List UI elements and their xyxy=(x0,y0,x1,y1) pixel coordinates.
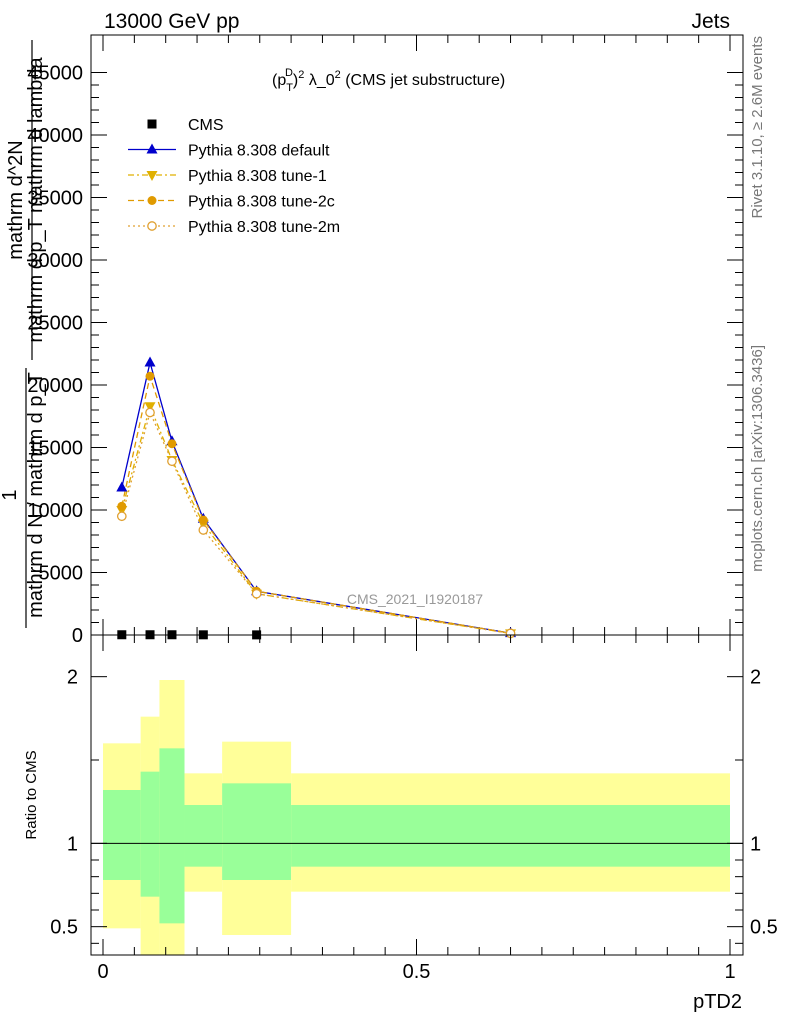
main-series-lines xyxy=(121,362,511,635)
x-tick-label: 0.5 xyxy=(403,961,431,983)
series-2-point xyxy=(144,402,156,413)
main-ticks: 0 5000 10000 15000 20000 25000 30000 35000 40000… xyxy=(27,35,743,647)
mcplots-label: mcplots.cern.ch [arXiv:1306.3436] xyxy=(749,345,766,572)
series-4-point xyxy=(116,511,127,522)
category-label: Jets xyxy=(691,10,730,33)
ratio-green-band-5 xyxy=(291,805,730,867)
x-tick-label: 0 xyxy=(97,961,108,983)
series-3-point xyxy=(145,371,155,381)
series-1-point xyxy=(116,481,128,492)
y-tick-label: 35000 xyxy=(27,188,83,210)
ratio-y-tick-label-right: 2 xyxy=(750,667,761,689)
ratio-y-label: Ratio to CMS xyxy=(23,750,40,839)
ratio-frame xyxy=(90,634,744,956)
main-y-axis-label: mathrm d^2N mathrm d p_T mathrm d lambda… xyxy=(0,40,47,628)
legend-marker-3 xyxy=(147,196,157,205)
ratio-y-tick-label-right: 0.5 xyxy=(750,917,778,939)
series-4-point xyxy=(198,525,209,535)
ratio-green-band-4 xyxy=(222,783,292,880)
ratio-green-band-1 xyxy=(140,771,160,897)
series-line-1 xyxy=(121,362,511,634)
analysis-watermark: CMS_2021_I1920187 xyxy=(347,591,483,607)
ratio-y-tick-label: 2 xyxy=(67,667,78,689)
y-tick-label: 20000 xyxy=(27,375,83,397)
x-tick-label: 1 xyxy=(724,961,735,983)
series-3-point xyxy=(198,515,208,525)
y-tick-label: 0 xyxy=(72,625,83,647)
main-panel: 0 5000 10000 15000 20000 25000 30000 35000 40000… xyxy=(27,34,744,647)
legend-marker-1 xyxy=(146,143,158,154)
legend-label-2: Pythia 8.308 tune-1 xyxy=(188,168,327,185)
ylabel-norm: mathrm d N / mathrm d p_T xyxy=(25,372,47,618)
ratio-green-band-0 xyxy=(103,790,141,880)
series-4-point xyxy=(167,456,177,467)
ratio-panel: 0.5 0.5 1 1 2 2 0 0.5 1 xyxy=(50,634,778,983)
ratio-y-tick-label-right: 1 xyxy=(750,833,761,855)
y-tick-label: 40000 xyxy=(27,125,83,147)
legend-marker-0 xyxy=(147,119,157,129)
y-tick-label: 25000 xyxy=(27,313,83,335)
series-4-point xyxy=(251,588,262,599)
ratio-y-tick-label: 0.5 xyxy=(50,917,78,939)
series-3-point xyxy=(117,501,127,511)
y-tick-label: 10000 xyxy=(27,500,83,522)
legend-label-0: CMS xyxy=(188,117,224,134)
ylabel-numerator: mathrm d^2N xyxy=(5,140,27,259)
legend-label-1: Pythia 8.308 default xyxy=(188,143,330,160)
ratio-y-tick-label: 1 xyxy=(67,833,78,855)
y-tick-label: 5000 xyxy=(39,563,84,585)
legend-label-4: Pythia 8.308 tune-2m xyxy=(188,219,340,236)
legend-marker-4 xyxy=(147,221,157,231)
series-line-2 xyxy=(121,404,511,635)
x-axis-label: pTD2 xyxy=(693,991,742,1013)
ratio-green-band-2 xyxy=(159,748,185,924)
ratio-green-band-3 xyxy=(184,805,223,867)
y-tick-label: 15000 xyxy=(27,438,83,460)
y-tick-label: 30000 xyxy=(27,250,83,272)
plot-title: (pTD)2 λ_02 (CMS jet substructure) xyxy=(272,67,505,94)
ylabel-one: 1 xyxy=(0,489,21,500)
series-3-point xyxy=(167,439,177,449)
ratio-ticks: 0.5 0.5 1 1 2 2 0 0.5 1 xyxy=(50,635,778,983)
ylabel-denominator: mathrm d p_T mathrm d lambda xyxy=(25,56,47,342)
legend: CMS Pythia 8.308 default Pythia 8.308 tune… xyxy=(128,117,340,236)
series-line-3 xyxy=(121,373,511,634)
energy-label: 13000 GeV pp xyxy=(104,10,239,33)
legend-marker-2 xyxy=(146,171,158,181)
series-4-point xyxy=(145,407,155,418)
legend-label-3: Pythia 8.308 tune-2c xyxy=(188,194,335,211)
y-tick-label: 45000 xyxy=(27,63,83,85)
rivet-version-label: Rivet 3.1.10, ≥ 2.6M events xyxy=(749,36,766,219)
series-1-point xyxy=(144,356,156,367)
ratio-bands xyxy=(103,680,730,955)
